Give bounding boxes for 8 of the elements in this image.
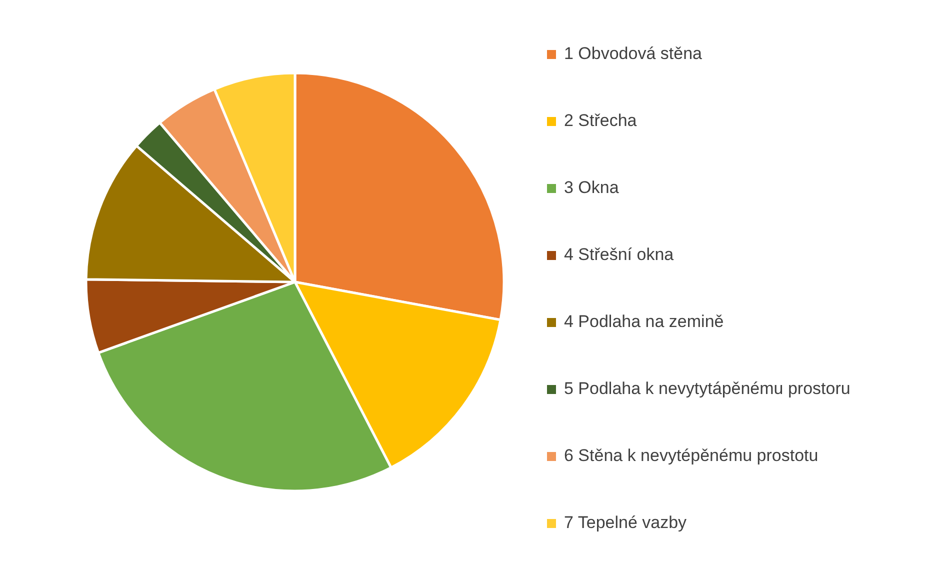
legend-label: 4 Podlaha na zemině <box>564 312 724 332</box>
legend-label: 6 Stěna k nevytépěnému prostotu <box>564 446 818 466</box>
legend-label: 5 Podlaha k nevytytápěnému prostoru <box>564 379 850 399</box>
legend-label: 2 Střecha <box>564 111 637 131</box>
legend-label: 4 Střešní okna <box>564 245 674 265</box>
legend-label: 1 Obvodová stěna <box>564 44 702 64</box>
legend-label: 3 Okna <box>564 178 619 198</box>
legend-label: 7 Tepelné vazby <box>564 513 687 533</box>
